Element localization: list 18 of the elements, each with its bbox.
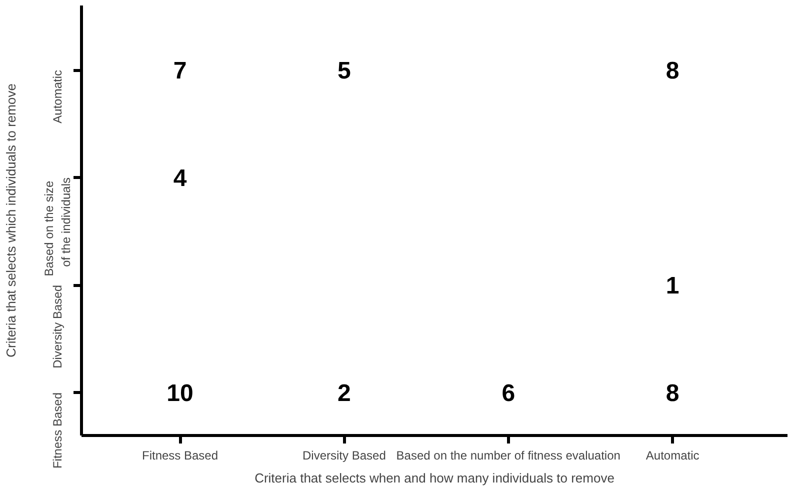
data-label: 7: [173, 58, 187, 84]
data-label: 6: [502, 380, 516, 407]
data-label: 1: [666, 272, 680, 300]
x-tick-label: Based on the number of fitness evaluation: [396, 448, 620, 462]
x-tick-label: Fitness Based: [142, 448, 218, 462]
data-label: 10: [166, 380, 194, 407]
data-label: 8: [666, 380, 680, 407]
x-tick-label: Automatic: [646, 448, 700, 462]
data-label: 2: [338, 380, 351, 407]
y-tick-label: Diversity Based: [50, 284, 64, 368]
x-axis-title: Criteria that selects when and how many individuals to remove: [254, 470, 614, 486]
data-label: 4: [173, 165, 188, 192]
y-tick-label: Based on the size of the individuals: [42, 178, 73, 276]
data-label: 8: [666, 58, 680, 84]
x-tick-label: Diversity Based: [302, 448, 386, 462]
y-axis-title: Criteria that selects which individuals to remove: [4, 84, 19, 358]
data-label: 5: [338, 58, 351, 84]
y-tick-label: Automatic: [50, 70, 64, 124]
